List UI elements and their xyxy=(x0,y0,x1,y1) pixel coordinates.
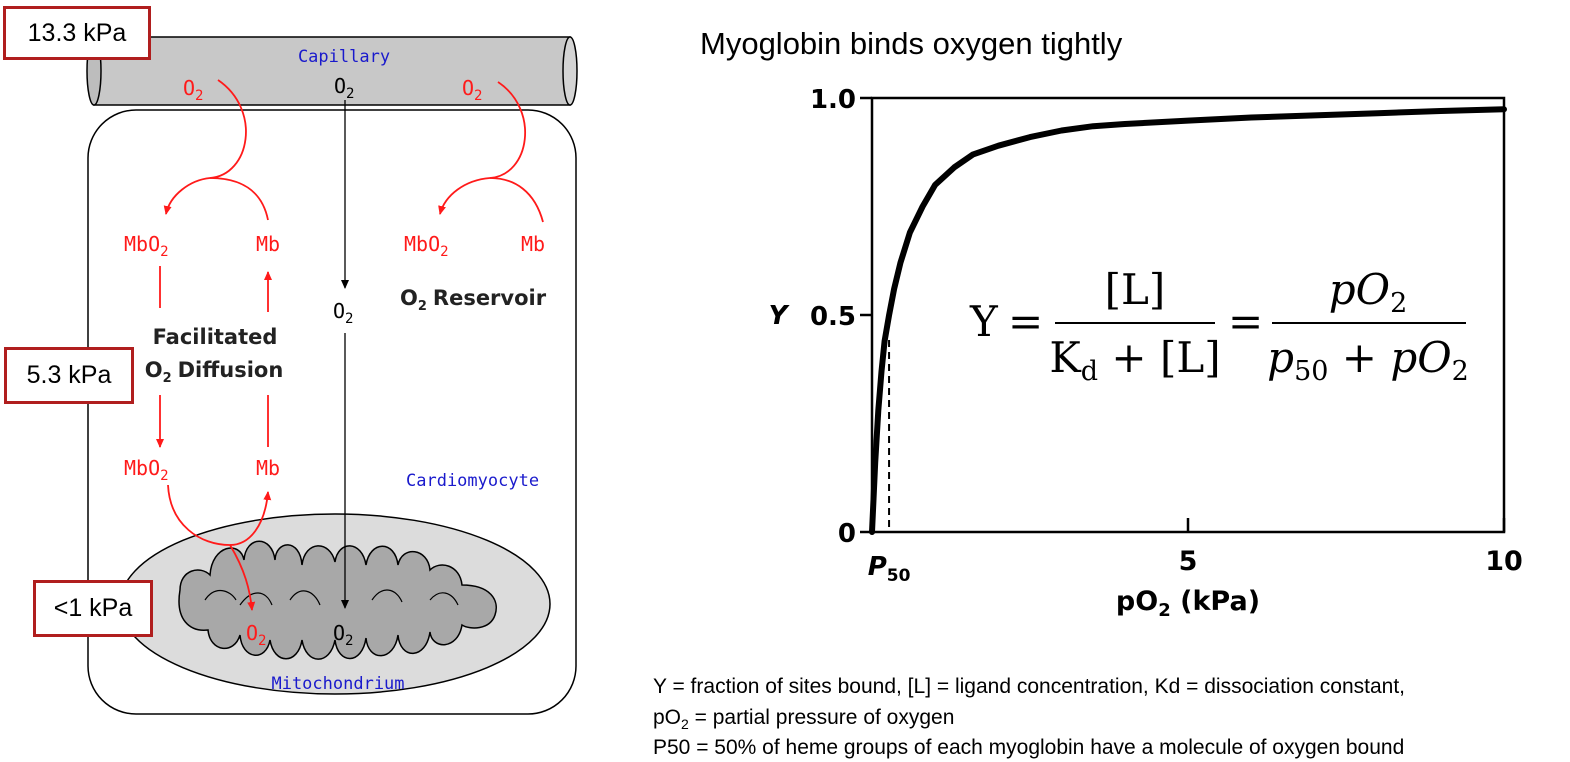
equation-numerator-1: [L] xyxy=(1105,265,1166,314)
equation-denominator-1: Kd + [L] xyxy=(1049,333,1220,387)
equation-denominator-2: p50 + pO2 xyxy=(1267,333,1469,387)
oxygen-diffusion-diagram: Capillary O2 O2 O2 MbO2 Mb MbO2 Mb Facil… xyxy=(86,36,578,715)
equation-equals-2: = xyxy=(1228,297,1263,346)
mbo2-to-mito-arrow xyxy=(167,484,256,611)
binding-equation: Y = [L] Kd + [L] = pO2 p50 + pO2 xyxy=(969,265,1469,387)
mb-upper-left: Mb xyxy=(256,232,280,256)
mbo2-upper-right: MbO2 xyxy=(404,232,449,260)
mito-to-mb-arrow xyxy=(229,491,272,546)
x-tick-label: 5 xyxy=(1179,546,1198,577)
y-tick-label: 1.0 xyxy=(810,85,856,115)
mb-upper-right: Mb xyxy=(521,232,545,256)
reservoir-label: O2 Reservoir xyxy=(400,286,547,314)
x-axis-label: pO2 (kPa) xyxy=(1116,586,1260,621)
o2-to-mbo2-arrow-left xyxy=(163,79,247,215)
mito-o2-black: O2 xyxy=(333,621,353,649)
mitochondrion xyxy=(119,513,551,695)
mbo2-lower: MbO2 xyxy=(124,456,169,484)
mito-o2-red: O2 xyxy=(246,621,266,649)
mitochondrion-label: Mitochondrium xyxy=(271,674,404,694)
binding-curve-line xyxy=(869,106,1507,535)
capillary-tube xyxy=(86,36,578,106)
chart-title: Myoglobin binds oxygen tightly xyxy=(700,26,1123,61)
equation-lhs: Y xyxy=(969,297,999,346)
mb-to-mbo2-arc xyxy=(209,177,269,221)
plot-frame xyxy=(870,96,1506,534)
diffusion-label: O2 Diffusion xyxy=(145,358,284,386)
pressure-box-capillary: 13.3 kPa xyxy=(3,6,151,60)
capillary-o2-left: O2 xyxy=(183,76,203,104)
caption-line-1: Y = fraction of sites bound, [L] = ligan… xyxy=(653,675,1406,698)
binding-curve-chart: 0 0.5 1.0 5 10 Y P50 pO2 (kPa) Y = [L] Kd +… xyxy=(769,85,1523,621)
pressure-box-mitochondrion: <1 kPa xyxy=(33,580,153,637)
equation-equals-1: = xyxy=(1008,297,1043,346)
capillary-o2-center: O2 xyxy=(334,74,354,102)
caption-line-3: P50 = 50% of heme groups of each myoglob… xyxy=(653,736,1405,759)
mbo2-upper-left: MbO2 xyxy=(124,232,169,260)
mb-to-mbo2-arc-right xyxy=(489,177,544,223)
caption-line-2: pO2 = partial pressure of oxygen xyxy=(653,706,955,733)
facilitated-label: Facilitated xyxy=(153,325,278,349)
x-tick-label: 10 xyxy=(1485,546,1523,577)
x-axis-ticks: 5 10 xyxy=(1179,518,1523,577)
y-tick-label: 0.5 xyxy=(810,302,856,332)
pressure-box-cell: 5.3 kPa xyxy=(4,347,134,404)
mb-lower: Mb xyxy=(256,456,280,480)
equation-numerator-2: pO2 xyxy=(1329,265,1408,319)
cell-o2-center: O2 xyxy=(333,299,353,327)
y-axis-ticks: 0 0.5 1.0 xyxy=(810,85,872,549)
y-tick-label: 0 xyxy=(838,519,856,549)
capillary-o2-right: O2 xyxy=(462,76,482,104)
y-axis-label: Y xyxy=(769,301,791,331)
capillary-label: Capillary xyxy=(298,47,390,67)
p50-tick-label: P50 xyxy=(868,552,911,586)
o2-to-mbo2-arrow-right xyxy=(438,81,526,215)
cardiomyocyte-label: Cardiomyocyte xyxy=(406,471,539,491)
